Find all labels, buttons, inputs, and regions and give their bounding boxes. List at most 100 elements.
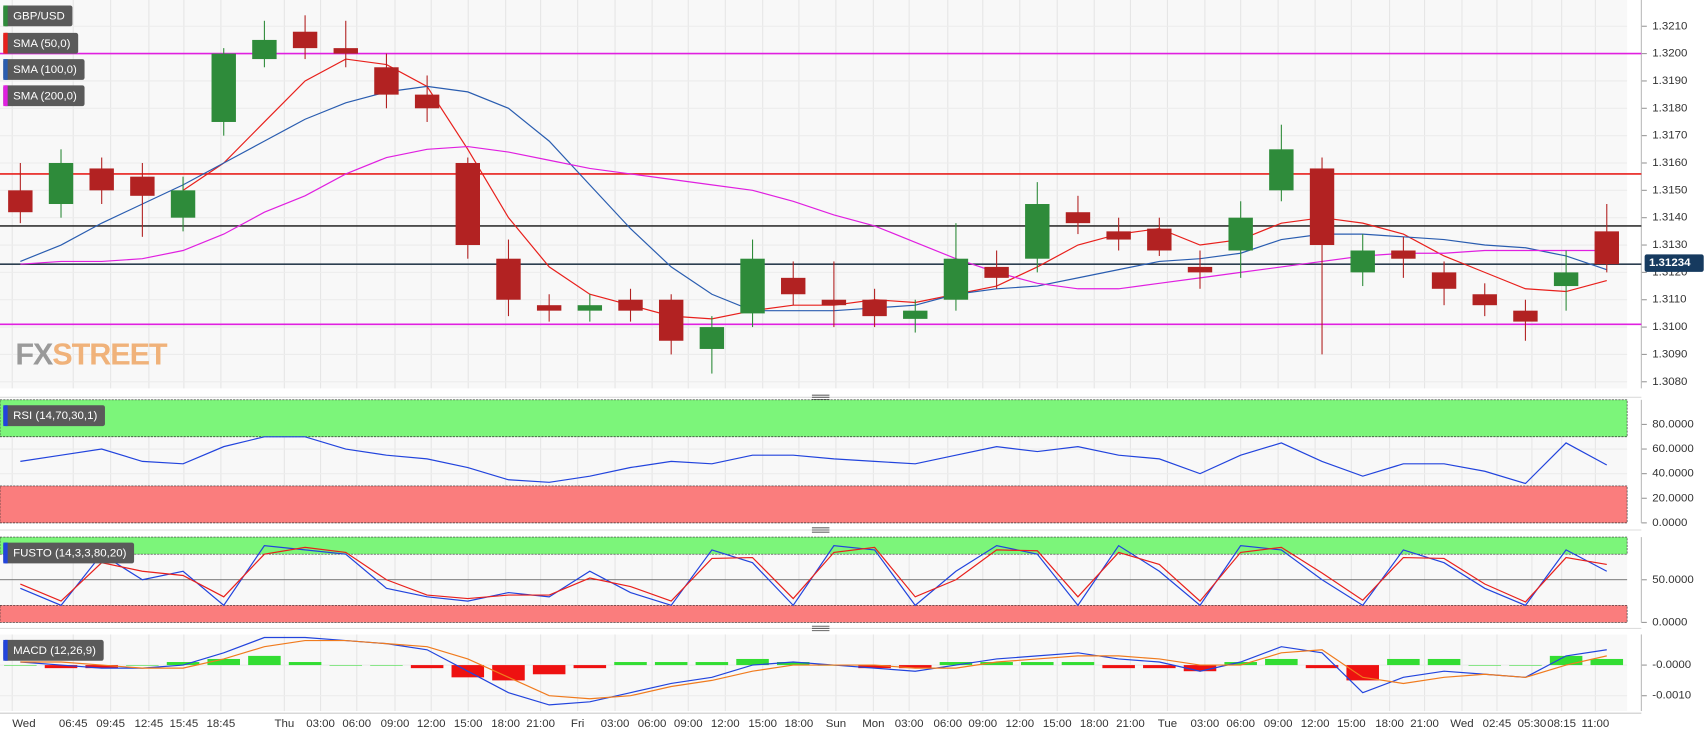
- x-tick-label: 12:00: [711, 718, 740, 730]
- legend-label: SMA (50,0): [13, 38, 71, 50]
- x-tick-label: 06:00: [1226, 718, 1255, 730]
- plot-area: [0, 634, 1628, 712]
- candle-body: [1553, 272, 1579, 287]
- x-tick-label: Mon: [862, 718, 884, 730]
- y-tick-label: -0.0000: [1652, 659, 1691, 671]
- y-tick-label: 1.3110: [1652, 294, 1686, 306]
- candle-body: [943, 258, 969, 300]
- x-tick-label: 09:00: [1264, 718, 1293, 730]
- legend-label: SMA (100,0): [13, 64, 77, 76]
- candle-body: [252, 39, 277, 60]
- x-tick-label: 03:00: [895, 718, 924, 730]
- series-line: [20, 436, 1608, 485]
- series-line: [20, 546, 1607, 603]
- candle-body: [699, 327, 725, 349]
- x-tick-label: 15:00: [1337, 718, 1366, 730]
- x-tick-label: 21:00: [1116, 718, 1145, 730]
- histogram-bar: [1061, 662, 1095, 666]
- histogram-bar: [736, 658, 769, 666]
- panel-title: GBP/USD: [3, 5, 73, 27]
- legend-item[interactable]: SMA (100,0): [3, 59, 85, 80]
- y-tick-label: 0.0000: [1652, 616, 1687, 628]
- x-tick-label: 11:00: [1581, 718, 1609, 730]
- title-box: [3, 542, 135, 564]
- y-tick-label: 20.0000: [1652, 492, 1693, 504]
- histogram-bar: [370, 665, 403, 666]
- band: [0, 536, 1628, 555]
- x-tick-label: 15:45: [170, 718, 199, 730]
- histogram-bar: [980, 662, 1013, 666]
- histogram-bar: [1021, 662, 1054, 666]
- candle-body: [496, 258, 521, 300]
- title-label: FUSTO (14,3,3,80,20): [13, 548, 126, 560]
- series-line: [20, 639, 1607, 700]
- x-tick-label: 09:00: [381, 718, 410, 730]
- y-tick-label: 1.3160: [1652, 157, 1687, 169]
- histogram-bar: [1387, 658, 1420, 666]
- candle-body: [1147, 228, 1172, 251]
- x-tick-label: 12:00: [1301, 718, 1330, 730]
- x-tick-label: 03:00: [601, 718, 630, 730]
- histogram-bar: [1346, 665, 1379, 681]
- y-tick-label: -0.0010: [1652, 690, 1691, 702]
- x-tick-label: 15:00: [1043, 718, 1072, 730]
- candle-body: [862, 299, 887, 317]
- candle-body: [1513, 310, 1538, 322]
- y-tick-label: 40.0000: [1652, 468, 1693, 480]
- histogram-bar: [4, 665, 37, 666]
- x-tick-label: Sun: [826, 718, 846, 730]
- legend-item[interactable]: SMA (200,0): [3, 85, 85, 107]
- plot-area: [0, 0, 1627, 388]
- y-tick-label: 1.3080: [1652, 376, 1687, 388]
- x-tick-label: 18:00: [785, 718, 814, 730]
- histogram-bar: [85, 665, 118, 669]
- y-tick-label: 60.0000: [1652, 443, 1693, 455]
- candle-body: [1594, 231, 1619, 265]
- x-tick-label: 18:00: [1375, 718, 1404, 730]
- candle-body: [455, 162, 481, 246]
- candle-body: [211, 53, 236, 122]
- legend-item[interactable]: SMA (50,0): [3, 32, 79, 54]
- title-swatch: [3, 5, 8, 27]
- candle-body: [1391, 250, 1416, 259]
- candle-body: [1309, 168, 1335, 246]
- y-tick-label: 1.3170: [1652, 130, 1687, 142]
- legend-label: SMA (200,0): [13, 90, 77, 102]
- candle-body: [1065, 212, 1091, 224]
- panel-title: FUSTO (14,3,3,80,20): [3, 542, 135, 564]
- title-box: [3, 405, 105, 427]
- title-swatch: [3, 542, 8, 564]
- band: [0, 399, 1628, 438]
- histogram-bar: [44, 665, 78, 669]
- legend-box: [3, 85, 85, 107]
- histogram-bar: [207, 658, 241, 666]
- histogram-bar: [939, 662, 973, 666]
- candle-body: [1025, 204, 1050, 259]
- candle-body: [292, 31, 318, 49]
- title-label: GBP/USD: [13, 10, 65, 22]
- histogram-bar: [1224, 662, 1257, 666]
- candle-body: [1431, 272, 1457, 289]
- watermark: FXSTREET: [15, 338, 168, 372]
- last-price-box: [1644, 254, 1704, 272]
- x-tick-label: 18:00: [1080, 718, 1109, 730]
- candle-body: [1187, 266, 1213, 273]
- x-tick-label: 06:00: [933, 718, 962, 730]
- x-tick-label: 06:45: [59, 718, 88, 730]
- histogram-bar: [776, 662, 810, 666]
- histogram-bar: [695, 662, 729, 666]
- x-tick-label: 18:00: [491, 718, 520, 730]
- candle-body: [130, 176, 155, 196]
- histogram-bar: [410, 665, 444, 669]
- series-line: [20, 145, 1607, 290]
- histogram-bar: [248, 655, 281, 666]
- legend-swatch: [3, 59, 8, 80]
- band: [0, 605, 1628, 623]
- histogram-bar: [573, 665, 607, 669]
- x-tick-label: 09:45: [96, 718, 125, 730]
- histogram-bar: [532, 665, 566, 675]
- x-tick-label: 03:00: [306, 718, 335, 730]
- x-tick-label: 03:00: [1191, 718, 1220, 730]
- title-swatch: [3, 639, 8, 661]
